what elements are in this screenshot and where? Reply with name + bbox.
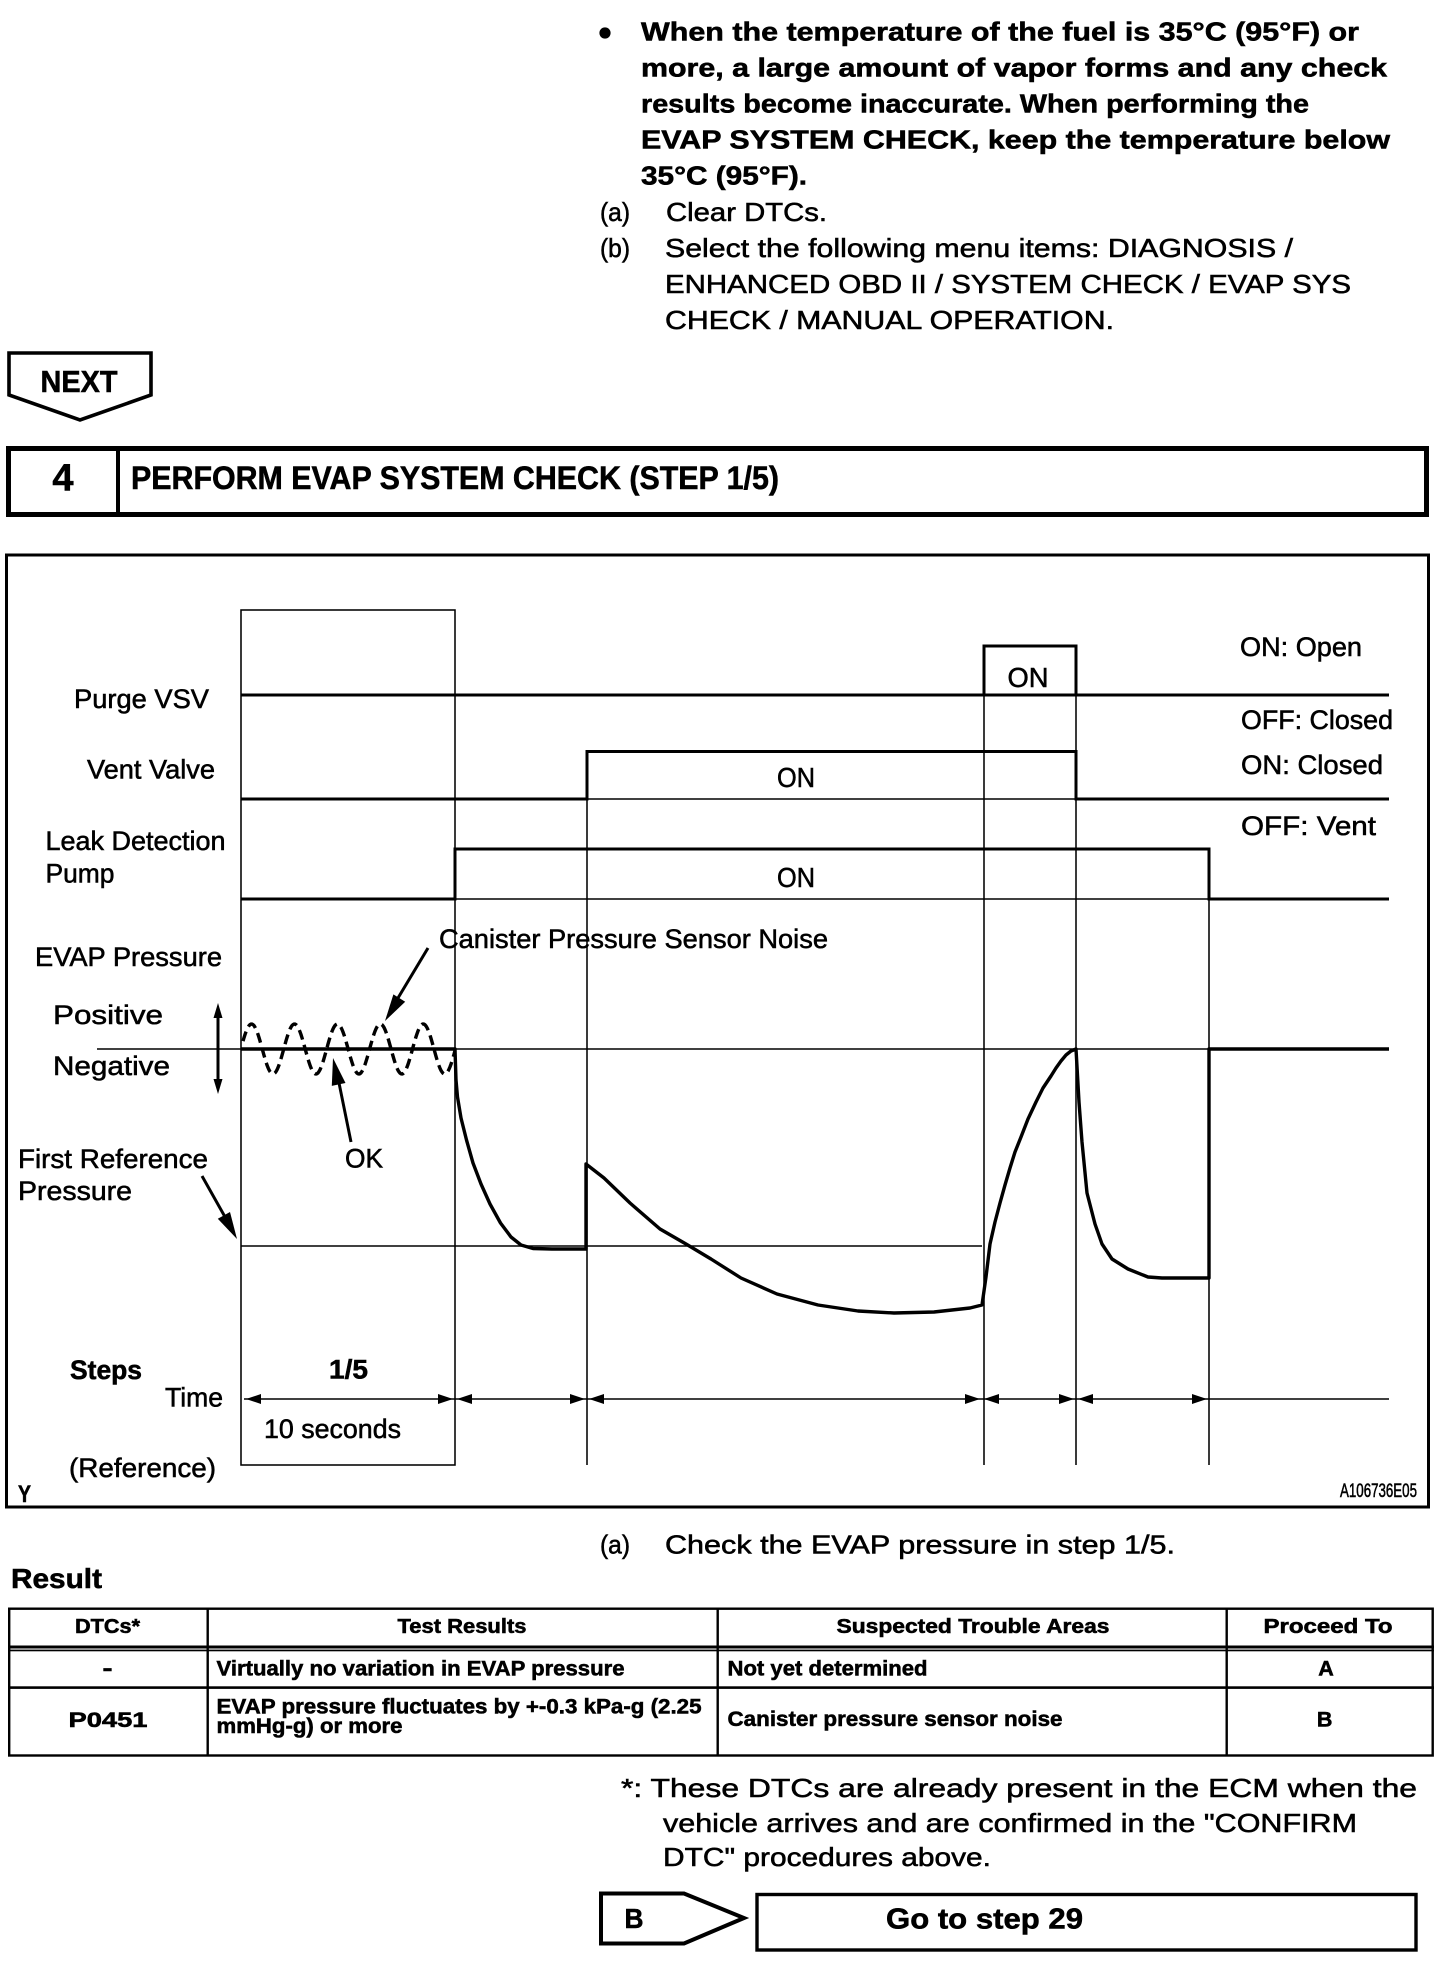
svg-text:(Reference): (Reference) <box>69 1453 216 1483</box>
svg-text:Negative: Negative <box>53 1051 170 1081</box>
svg-text:EVAP SYSTEM CHECK, keep the te: EVAP SYSTEM CHECK, keep the temperature … <box>641 125 1391 155</box>
svg-text:P0451: P0451 <box>69 1708 148 1732</box>
svg-text:EVAP Pressure: EVAP Pressure <box>35 942 222 972</box>
svg-text:Suspected Trouble Areas: Suspected Trouble Areas <box>837 1616 1110 1638</box>
svg-text:4: 4 <box>52 458 73 500</box>
svg-text:*: These DTCs are already pres: *: These DTCs are already present in the… <box>621 1773 1417 1803</box>
svg-text:Pump: Pump <box>46 859 115 889</box>
svg-text:Time: Time <box>165 1383 223 1413</box>
svg-text:Positive: Positive <box>53 1000 163 1030</box>
svg-text:ENHANCED OBD II / SYSTEM CHECK: ENHANCED OBD II / SYSTEM CHECK / EVAP SY… <box>665 269 1351 299</box>
svg-text:PERFORM EVAP SYSTEM CHECK (STE: PERFORM EVAP SYSTEM CHECK (STEP 1/5) <box>131 460 779 496</box>
svg-text:results become inaccurate. Whe: results become inaccurate. When performi… <box>641 89 1309 119</box>
svg-text:Not yet determined: Not yet determined <box>728 1657 928 1681</box>
svg-text:DTCs*: DTCs* <box>75 1616 140 1638</box>
svg-text:CHECK / MANUAL OPERATION.: CHECK / MANUAL OPERATION. <box>665 305 1114 335</box>
svg-text:Purge VSV: Purge VSV <box>74 684 209 714</box>
svg-text:OK: OK <box>345 1144 383 1174</box>
svg-text:NEXT: NEXT <box>41 364 118 399</box>
svg-text:ON: ON <box>777 862 815 893</box>
svg-text:A: A <box>1318 1657 1334 1681</box>
svg-text:(b): (b) <box>600 233 630 263</box>
svg-text:vehicle arrives and are confir: vehicle arrives and are confirmed in the… <box>663 1808 1357 1838</box>
svg-text:Go to step 29: Go to step 29 <box>886 1904 1083 1936</box>
svg-text:Check the EVAP pressure in ste: Check the EVAP pressure in step 1/5. <box>665 1530 1175 1560</box>
svg-text:Pressure: Pressure <box>18 1176 132 1206</box>
svg-text:mmHg-g) or more: mmHg-g) or more <box>217 1714 403 1738</box>
svg-text:B: B <box>1317 1708 1333 1732</box>
svg-text:Y: Y <box>18 1481 31 1508</box>
svg-text:Select the following menu item: Select the following menu items: DIAGNOS… <box>665 233 1294 263</box>
svg-text:Leak Detection: Leak Detection <box>46 826 226 856</box>
svg-text:more, a large amount of vapor: more, a large amount of vapor forms and … <box>641 53 1388 83</box>
svg-text:10 seconds: 10 seconds <box>264 1414 401 1444</box>
svg-text:ON: Closed: ON: Closed <box>1241 750 1383 780</box>
svg-text:35°C (95°F).: 35°C (95°F). <box>641 161 807 191</box>
svg-text:First Reference: First Reference <box>18 1144 208 1174</box>
svg-text:Canister pressure sensor noise: Canister pressure sensor noise <box>728 1707 1063 1731</box>
svg-text:Steps: Steps <box>70 1355 142 1385</box>
svg-text:Virtually no variation in EVAP: Virtually no variation in EVAP pressure <box>217 1657 625 1681</box>
svg-text:Proceed To: Proceed To <box>1264 1616 1393 1638</box>
svg-text:Test Results: Test Results <box>398 1616 527 1638</box>
svg-text:Canister Pressure Sensor Noise: Canister Pressure Sensor Noise <box>439 924 828 954</box>
svg-text:1/5: 1/5 <box>329 1355 368 1385</box>
svg-text:ON: ON <box>1008 662 1049 693</box>
svg-text:ON: ON <box>777 762 815 793</box>
svg-text:OFF: Vent: OFF: Vent <box>1241 811 1377 841</box>
svg-text:OFF: Closed: OFF: Closed <box>1241 705 1393 735</box>
svg-text:-: - <box>103 1657 113 1681</box>
svg-text:B: B <box>625 1903 644 1934</box>
svg-text:DTC" procedures above.: DTC" procedures above. <box>663 1842 991 1872</box>
svg-text:When the temperature of the fu: When the temperature of the fuel is 35°C… <box>641 17 1359 47</box>
svg-text:Vent Valve: Vent Valve <box>87 755 215 785</box>
svg-text:EVAP pressure fluctuates by +-: EVAP pressure fluctuates by +-0.3 kPa-g … <box>217 1695 702 1719</box>
svg-text:Result: Result <box>11 1563 102 1594</box>
svg-text:Clear DTCs.: Clear DTCs. <box>666 197 827 227</box>
svg-text:(a): (a) <box>600 1530 630 1560</box>
svg-text:(a): (a) <box>600 197 630 227</box>
svg-text:ON: Open: ON: Open <box>1240 632 1362 662</box>
svg-text:A106736E05: A106736E05 <box>1340 1481 1417 1502</box>
